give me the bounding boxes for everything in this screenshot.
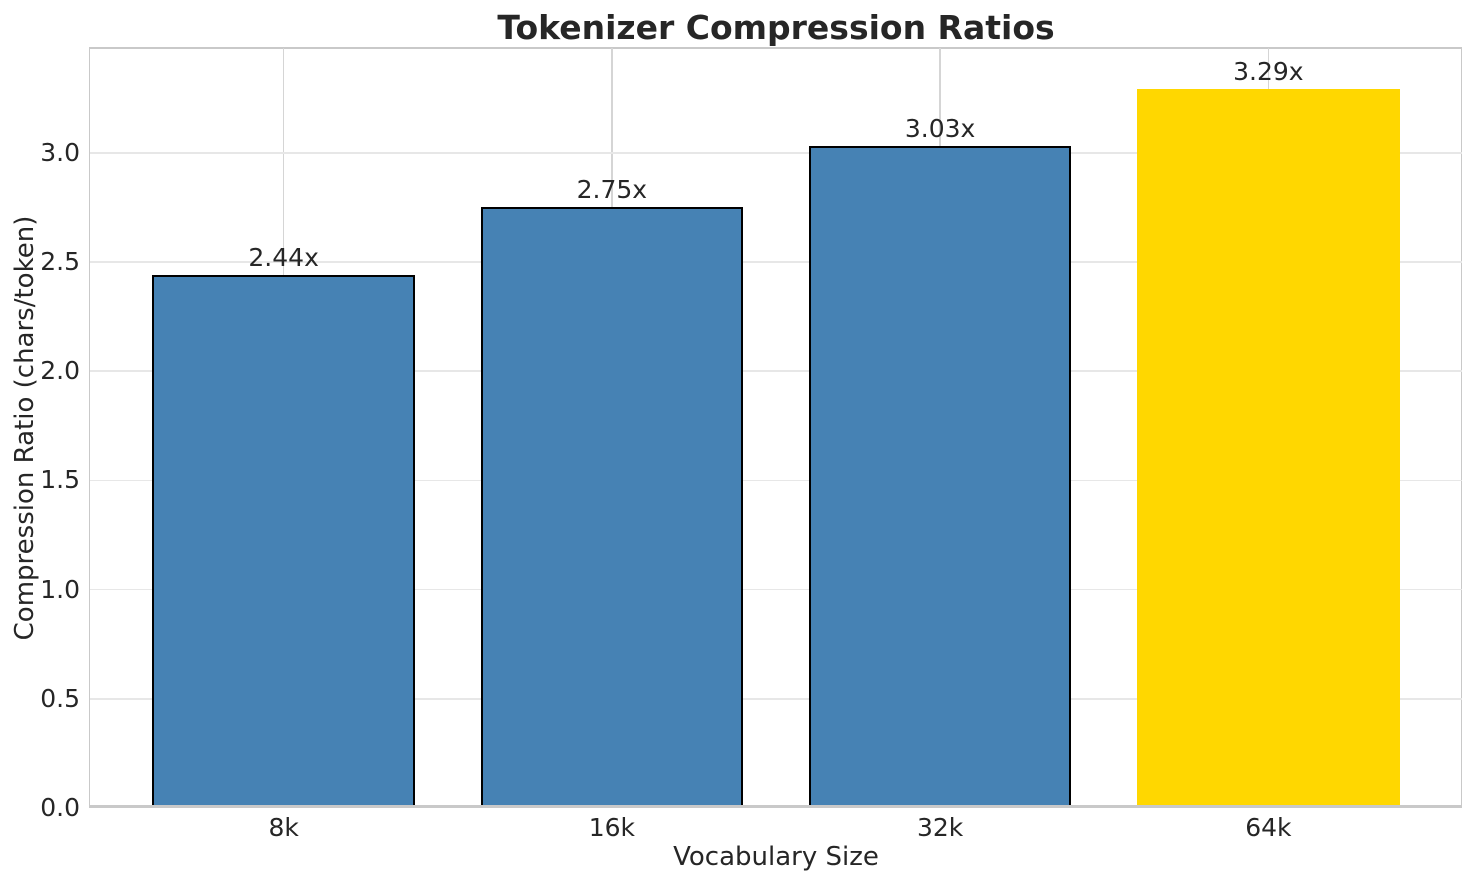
- bar-value-label: 2.44x: [248, 243, 319, 273]
- gridline-horizontal: [90, 152, 1462, 154]
- plot-spine-left: [88, 47, 90, 808]
- x-tick-label: 32k: [916, 813, 964, 842]
- bar-32k: [808, 146, 1072, 805]
- gridline-horizontal: [90, 479, 1462, 482]
- y-tick-label: 2.0: [40, 356, 80, 386]
- x-tick-label: 64k: [1245, 813, 1292, 842]
- bar-8k: [152, 275, 415, 805]
- bar-64k: [1137, 89, 1400, 805]
- x-tick-label: 8k: [268, 813, 299, 842]
- x-axis-label: Vocabulary Size: [673, 842, 879, 872]
- gridline-horizontal: [90, 588, 1462, 591]
- plot-spine-right: [1460, 47, 1462, 808]
- gridline-horizontal: [90, 261, 1462, 263]
- y-axis-label: Compression Ratio (chars/token): [10, 215, 40, 641]
- plot-spine-top: [90, 47, 1462, 49]
- y-tick-label: 0.0: [40, 793, 80, 822]
- plot-area: [90, 48, 1462, 808]
- chart-title: Tokenizer Compression Ratios: [497, 8, 1055, 47]
- y-tick-label: 3.0: [40, 137, 80, 167]
- bar-value-label: 3.29x: [1233, 57, 1304, 87]
- y-tick-label: 0.5: [40, 683, 80, 713]
- gridline-horizontal: [90, 370, 1462, 372]
- gridline-horizontal: [90, 698, 1462, 700]
- y-tick-label: 1.0: [40, 574, 80, 604]
- y-tick-label: 1.5: [40, 465, 80, 495]
- y-tick-label: 2.5: [40, 247, 80, 277]
- bar-value-label: 2.75x: [576, 175, 648, 205]
- bar-16k: [480, 207, 744, 805]
- plot-spine-bottom: [90, 805, 1462, 808]
- x-tick-label: 16k: [588, 813, 636, 842]
- bar-value-label: 3.03x: [904, 114, 976, 144]
